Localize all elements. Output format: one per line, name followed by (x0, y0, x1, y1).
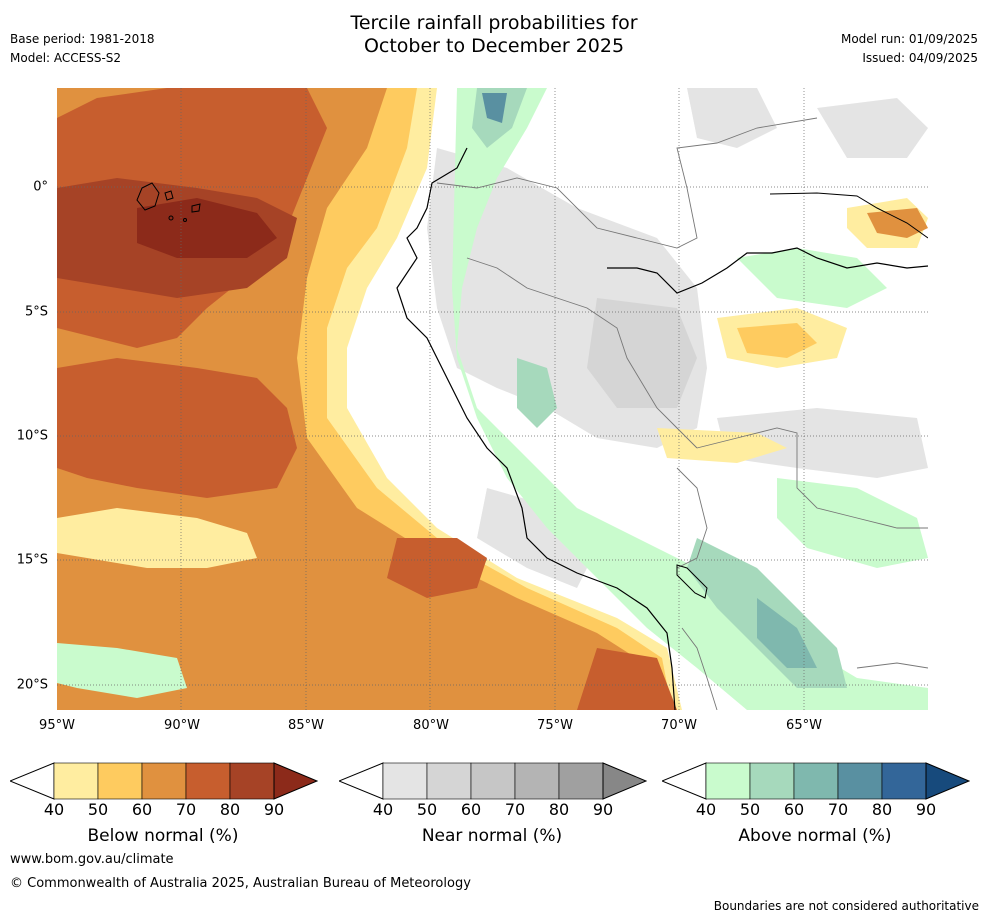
lat-label-15s: 15°S (16, 552, 48, 568)
below-tick-40: 40 (43, 800, 65, 819)
model-label: Model: ACCESS-S2 (10, 51, 122, 65)
coastline (396, 147, 676, 710)
legend-above-normal (660, 762, 971, 804)
near-normal-area (427, 88, 928, 588)
near-tick-90: 90 (592, 800, 614, 819)
footer-disclaimer: Boundaries are not considered authoritat… (713, 899, 979, 913)
meta-right: Model run: 01/09/2025 Issued: 04/09/2025 (841, 30, 978, 68)
below-tick-70: 70 (175, 800, 197, 819)
galapagos-islands (136, 182, 201, 222)
near-normal-title: Near normal (%) (421, 826, 563, 846)
footer-copyright: © Commonwealth of Australia 2025, Austra… (10, 876, 471, 891)
footer-url[interactable]: www.bom.gov.au/climate (10, 852, 174, 867)
colorbar-above (660, 762, 971, 800)
land-below-normal-patches (657, 198, 928, 463)
rio-negro (769, 192, 928, 239)
lat-label-20s: 20°S (16, 677, 48, 693)
below-normal-title: Below normal (%) (87, 826, 239, 846)
lon-label-80w: 80°W (413, 718, 449, 733)
near-tick-40: 40 (372, 800, 394, 819)
legend-below-normal (8, 762, 319, 804)
above-tick-50: 50 (739, 800, 761, 819)
lon-label-75w: 75°W (537, 718, 573, 733)
meta-left: Base period: 1981-2018 Model: ACCESS-S2 (10, 30, 155, 68)
lon-label-70w: 70°W (661, 718, 697, 733)
lon-label-95w: 95°W (39, 718, 75, 733)
above-tick-40: 40 (695, 800, 717, 819)
lake-titicaca (676, 564, 708, 599)
near-tick-80: 80 (548, 800, 570, 819)
country-borders (436, 117, 928, 710)
title-line-2: October to December 2025 (363, 35, 625, 57)
below-normal-area (57, 88, 682, 710)
above-normal-area (452, 88, 928, 710)
near-tick-70: 70 (504, 800, 526, 819)
below-tick-60: 60 (131, 800, 153, 819)
above-tick-90: 90 (915, 800, 937, 819)
gridlines (57, 88, 928, 710)
base-period-label: Base period: 1981-2018 (10, 32, 155, 46)
model-run-label: Model run: 01/09/2025 (840, 32, 978, 46)
near-tick-60: 60 (460, 800, 482, 819)
lon-label-85w: 85°W (288, 718, 324, 733)
above-tick-80: 80 (871, 800, 893, 819)
below-tick-80: 80 (219, 800, 241, 819)
below-tick-50: 50 (87, 800, 109, 819)
below-tick-90: 90 (263, 800, 285, 819)
above-tick-60: 60 (783, 800, 805, 819)
lat-label-10s: 10°S (16, 428, 48, 444)
lon-label-90w: 90°W (164, 718, 200, 733)
rainfall-map (57, 88, 928, 710)
amazon-river (607, 247, 928, 294)
colorbar-near (337, 762, 648, 800)
lat-label-0: 0° (33, 179, 48, 195)
lat-label-5s: 5°S (24, 304, 48, 320)
above-normal-title: Above normal (%) (738, 826, 892, 846)
title-line-1: Tercile rainfall probabilities for (350, 12, 638, 34)
colorbar-below (8, 762, 319, 800)
near-tick-50: 50 (416, 800, 438, 819)
page-title: Tercile rainfall probabilities for Octob… (0, 12, 988, 58)
issued-label: Issued: 04/09/2025 (862, 51, 978, 65)
above-tick-70: 70 (827, 800, 849, 819)
map-canvas (57, 88, 928, 710)
legend-near-normal (337, 762, 648, 804)
lon-label-65w: 65°W (786, 718, 822, 733)
